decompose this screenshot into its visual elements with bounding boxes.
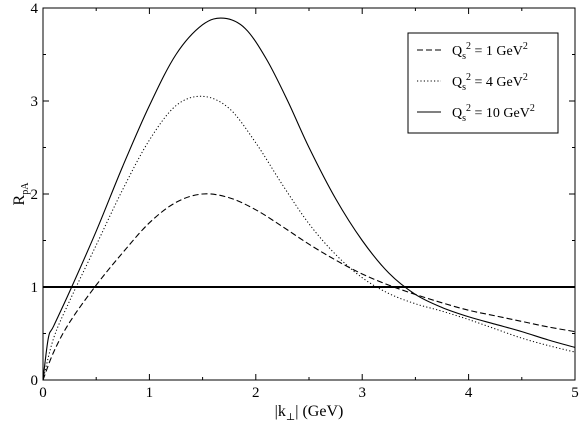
y-axis-label: RpA [11, 182, 31, 206]
x-tick-label: 5 [571, 385, 579, 401]
x-tick-label: 3 [358, 385, 366, 401]
x-tick-label: 4 [465, 385, 473, 401]
y-tick-label: 4 [31, 1, 39, 17]
y-tick-label: 0 [31, 373, 39, 389]
legend-label-2: Qs2 = 4 GeV2 [452, 72, 528, 93]
y-tick-label: 3 [31, 94, 39, 110]
legend: Qs2 = 1 GeV2 Qs2 = 4 GeV2 Qs2 = 10 GeV2 [407, 32, 559, 134]
x-tick-label: 1 [146, 385, 154, 401]
y-axis-ticks: 0 1 2 3 4 [31, 1, 575, 389]
x-axis-ticks: 0 1 2 3 4 5 [39, 8, 579, 401]
x-tick-label: 2 [252, 385, 260, 401]
series-line-2 [43, 95, 575, 380]
y-tick-label: 2 [31, 187, 39, 203]
y-tick-label: 1 [31, 280, 39, 296]
legend-box [407, 32, 559, 134]
x-tick-label: 0 [39, 385, 47, 401]
series-line-3 [43, 17, 575, 380]
series-group [43, 17, 575, 380]
plot-area [43, 17, 575, 380]
legend-label-1: Qs2 = 1 GeV2 [452, 41, 528, 62]
x-axis-label: |k⊥| (GeV) [275, 403, 344, 423]
legend-label-3: Qs2 = 10 GeV2 [452, 103, 535, 124]
series-line-1 [43, 193, 575, 380]
